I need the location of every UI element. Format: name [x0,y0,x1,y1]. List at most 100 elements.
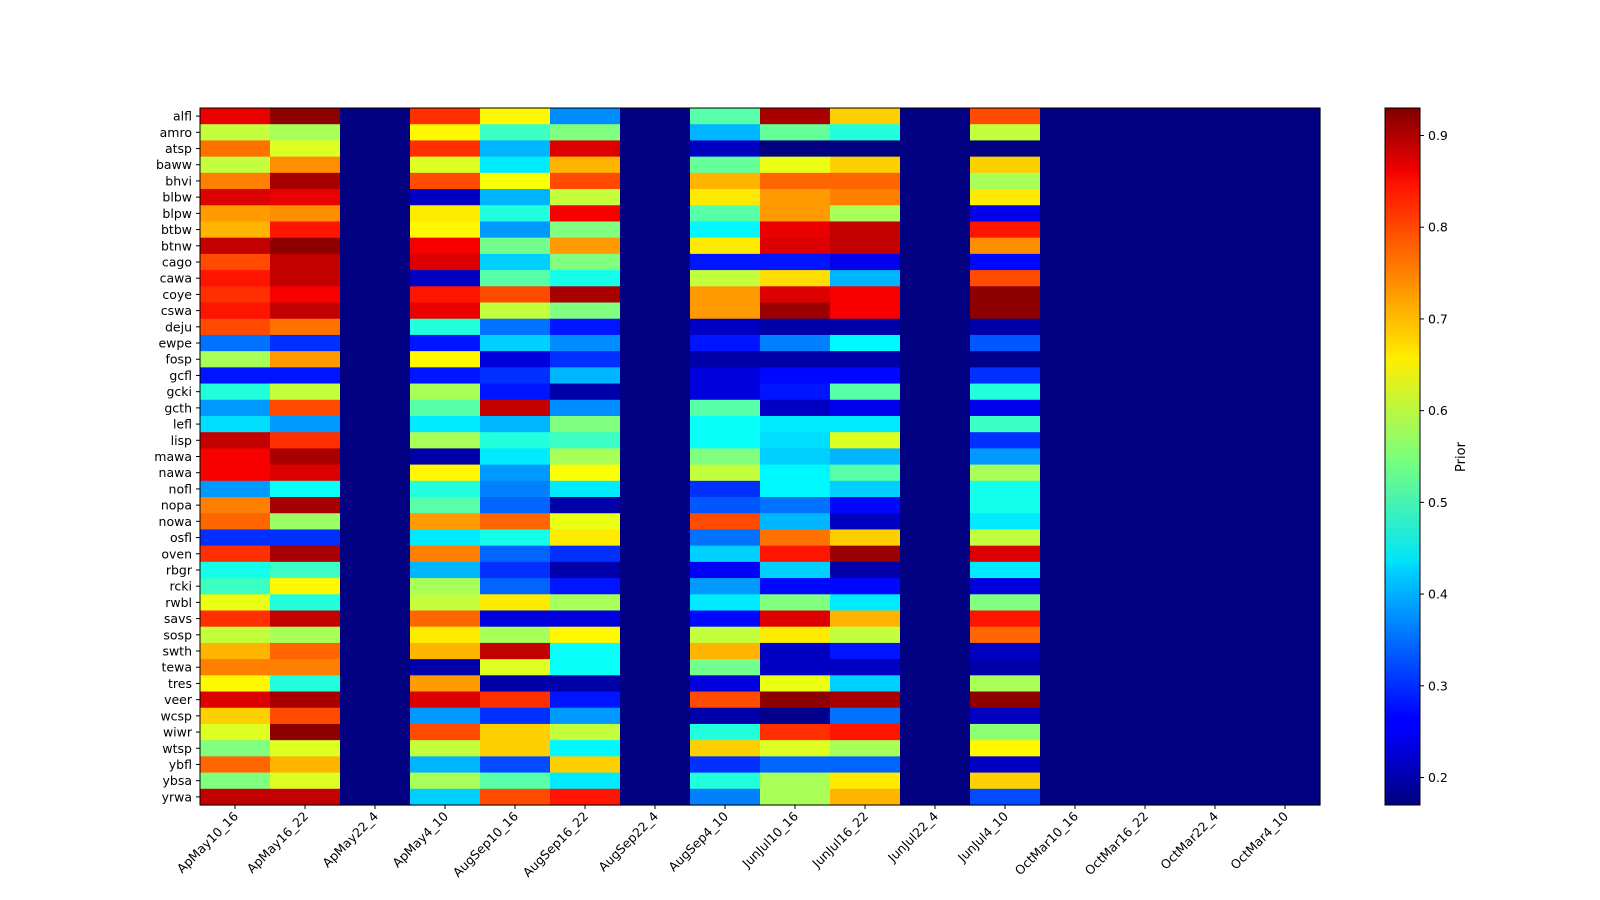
cell-gcth-AugSep16_22 [550,399,621,417]
cell-blpw-ApMay10_16 [200,205,271,223]
cell-wiwr-OctMar10_16 [1040,723,1111,741]
cell-baww-JunJul4_10 [970,156,1041,174]
cell-nowa-AugSep4_10 [690,513,761,531]
cell-nawa-OctMar10_16 [1040,464,1111,482]
cell-lisp-ApMay4_10 [410,432,481,449]
cell-nopa-JunJul16_22 [830,497,901,514]
y-tick-label: rcki [170,579,192,594]
cell-cswa-OctMar10_16 [1040,302,1111,320]
cell-rwbl-JunJul4_10 [970,594,1041,612]
cell-gcth-AugSep22_4 [620,399,691,417]
cell-coye-ApMay16_22 [270,286,341,304]
cell-swth-JunJul22_4 [900,642,971,660]
cell-veer-ApMay10_16 [200,691,271,709]
cell-coye-JunJul22_4 [900,286,971,304]
cell-fosp-JunJul22_4 [900,351,971,368]
cell-cago-OctMar10_16 [1040,253,1111,271]
cell-nopa-AugSep22_4 [620,497,691,514]
cell-savs-JunJul10_16 [760,610,831,628]
cell-mawa-OctMar16_22 [1110,448,1181,466]
cell-gcth-OctMar22_4 [1180,399,1251,417]
cell-atsp-ApMay16_22 [270,140,341,158]
cell-alfl-JunJul10_16 [760,108,831,125]
cell-amro-OctMar16_22 [1110,124,1181,142]
cell-baww-OctMar22_4 [1180,156,1251,174]
cell-veer-AugSep16_22 [550,691,621,709]
cell-sosp-JunJul16_22 [830,626,901,644]
cell-ybfl-JunJul10_16 [760,756,831,774]
cell-blpw-AugSep10_16 [480,205,551,223]
heatmap-cells [200,108,1321,806]
cell-alfl-OctMar4_10 [1250,108,1321,125]
cell-atsp-OctMar16_22 [1110,140,1181,158]
x-tick-label: ApMay4_10 [389,808,451,870]
cell-yrwa-OctMar16_22 [1110,788,1181,806]
cell-nowa-ApMay22_4 [340,513,411,531]
cell-nopa-JunJul22_4 [900,497,971,514]
cell-amro-AugSep10_16 [480,124,551,142]
cell-alfl-JunJul16_22 [830,108,901,125]
cell-atsp-ApMay10_16 [200,140,271,158]
cell-sosp-JunJul4_10 [970,626,1041,644]
cell-oven-AugSep10_16 [480,545,551,563]
cell-wtsp-ApMay22_4 [340,740,411,757]
cell-osfl-JunJul22_4 [900,529,971,547]
cell-tewa-AugSep10_16 [480,659,551,676]
cell-ybfl-ApMay22_4 [340,756,411,774]
y-tick-label: fosp [166,352,193,367]
cell-ybfl-OctMar4_10 [1250,756,1321,774]
cell-nawa-ApMay16_22 [270,464,341,482]
cell-baww-AugSep10_16 [480,156,551,174]
cell-baww-ApMay22_4 [340,156,411,174]
cell-fosp-JunJul4_10 [970,351,1041,368]
cell-btnw-AugSep4_10 [690,237,761,255]
cell-ybsa-JunJul4_10 [970,772,1041,790]
cell-amro-AugSep4_10 [690,124,761,142]
cell-rbgr-JunJul16_22 [830,561,901,579]
cell-savs-OctMar16_22 [1110,610,1181,628]
cell-amro-AugSep22_4 [620,124,691,142]
cell-tewa-OctMar16_22 [1110,659,1181,676]
cell-mawa-AugSep10_16 [480,448,551,466]
cell-bhvi-ApMay22_4 [340,172,411,190]
cell-rcki-JunJul16_22 [830,578,901,595]
cell-atsp-OctMar4_10 [1250,140,1321,158]
cell-nopa-AugSep16_22 [550,497,621,514]
cell-yrwa-OctMar4_10 [1250,788,1321,806]
cell-wtsp-AugSep22_4 [620,740,691,757]
cell-wiwr-ApMay22_4 [340,723,411,741]
cell-blpw-ApMay22_4 [340,205,411,223]
cell-wtsp-OctMar10_16 [1040,740,1111,757]
cell-tewa-AugSep4_10 [690,659,761,676]
cell-oven-ApMay16_22 [270,545,341,563]
cell-baww-AugSep4_10 [690,156,761,174]
cell-lisp-AugSep22_4 [620,432,691,449]
cell-lisp-AugSep10_16 [480,432,551,449]
y-tick-label: tewa [162,660,192,675]
cell-gcfl-AugSep22_4 [620,367,691,385]
y-tick-label: rbgr [166,562,193,577]
y-tick-label: veer [164,692,193,707]
cell-ybsa-AugSep16_22 [550,772,621,790]
cell-amro-ApMay16_22 [270,124,341,142]
cell-nawa-AugSep4_10 [690,464,761,482]
cell-wcsp-AugSep22_4 [620,707,691,725]
cell-savs-AugSep4_10 [690,610,761,628]
cell-rbgr-AugSep4_10 [690,561,761,579]
y-tick-label: bhvi [165,173,192,188]
cell-rcki-JunJul10_16 [760,578,831,595]
cell-nawa-ApMay22_4 [340,464,411,482]
cell-cago-ApMay10_16 [200,253,271,271]
cell-atsp-AugSep4_10 [690,140,761,158]
cell-btnw-JunJul10_16 [760,237,831,255]
cell-cago-ApMay4_10 [410,253,481,271]
cell-swth-AugSep4_10 [690,642,761,660]
cell-coye-OctMar16_22 [1110,286,1181,304]
x-tick-label: ApMay16_22 [244,809,311,876]
cell-cswa-ApMay16_22 [270,302,341,320]
cell-btnw-AugSep22_4 [620,237,691,255]
colorbar: 0.2 0.3 0.4 0.5 0.6 0.7 0.8 0.9 Prior [1384,107,1469,806]
cell-cago-ApMay22_4 [340,253,411,271]
cell-veer-JunJul4_10 [970,691,1041,709]
